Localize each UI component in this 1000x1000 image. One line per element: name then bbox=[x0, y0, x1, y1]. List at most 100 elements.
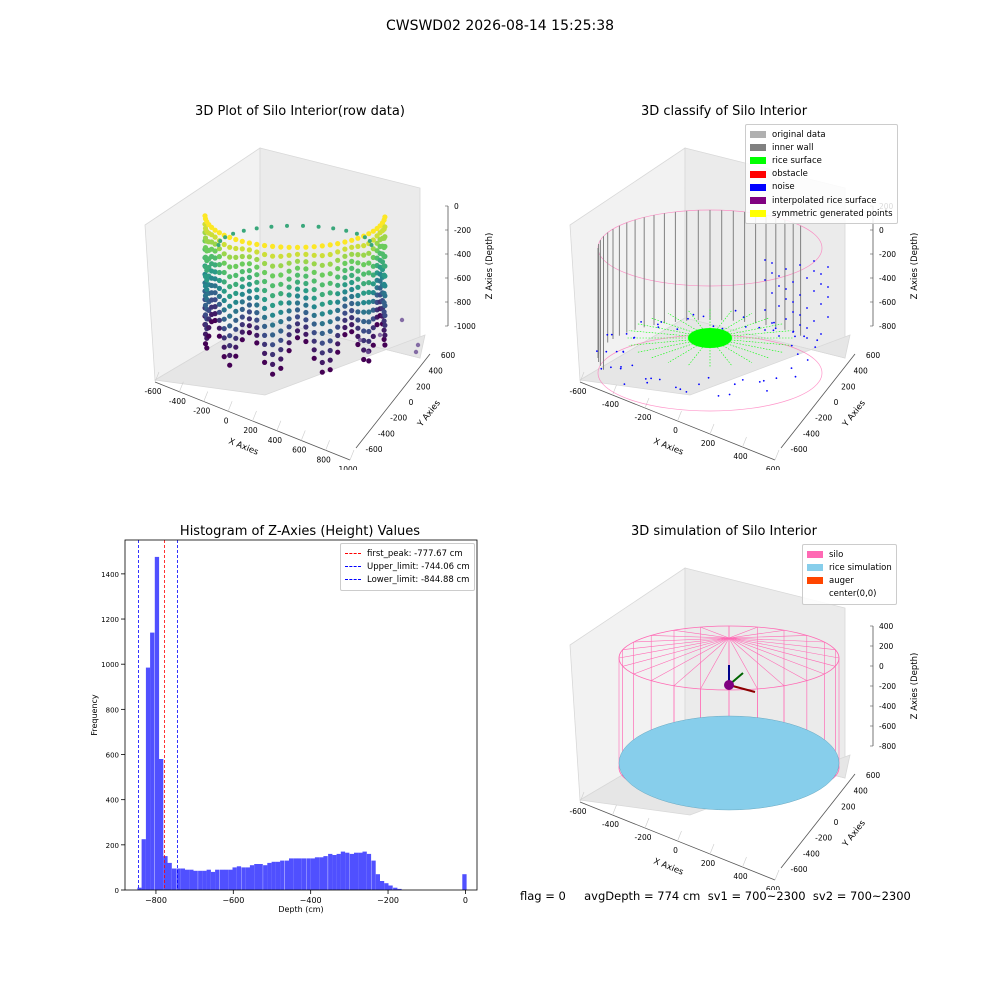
raw-data-point bbox=[227, 313, 233, 319]
raw-data-point bbox=[227, 284, 233, 290]
raw-data-point bbox=[209, 224, 215, 230]
raw-data-point bbox=[349, 244, 355, 250]
raw-data-point bbox=[361, 328, 367, 334]
noise-point bbox=[596, 350, 598, 352]
histogram-bar bbox=[306, 858, 311, 890]
raw-data-point bbox=[246, 288, 252, 294]
legend-entry: symmetric generated points bbox=[750, 207, 893, 220]
silo-roof-line bbox=[651, 637, 730, 681]
raw-data-point bbox=[254, 325, 260, 331]
raw-data-point bbox=[370, 228, 376, 234]
panel2-title: 3D classify of Silo Interior bbox=[640, 104, 808, 119]
raw-data-point bbox=[311, 252, 317, 258]
raw-data-point bbox=[355, 341, 361, 348]
raw-data-point bbox=[303, 280, 309, 287]
raw-data-point bbox=[382, 332, 388, 338]
raw-data-point bbox=[381, 318, 387, 324]
raw-data-point bbox=[262, 323, 268, 329]
noise-point bbox=[803, 335, 805, 338]
raw-data-point bbox=[327, 319, 333, 325]
noise-point bbox=[785, 268, 787, 270]
noise-point bbox=[657, 326, 660, 328]
raw-data-point bbox=[381, 336, 387, 342]
histogram-legend: first_peak: -777.67 cm Upper_limit: -744.… bbox=[340, 543, 475, 591]
x-gridline bbox=[677, 830, 682, 842]
silo-roof-line bbox=[728, 637, 836, 667]
raw-data-point bbox=[311, 338, 317, 344]
raw-data-point bbox=[212, 234, 218, 240]
raw-data-point bbox=[233, 254, 239, 260]
noise-point bbox=[702, 315, 705, 318]
z-tick-label: 400 bbox=[879, 622, 894, 631]
raw-data-point bbox=[216, 317, 222, 323]
raw-data-point bbox=[246, 261, 252, 267]
noise-point bbox=[773, 321, 775, 324]
silo-roof-line bbox=[728, 637, 785, 686]
x-axis-label: X Axies bbox=[652, 437, 685, 458]
raw-data-point bbox=[278, 281, 284, 287]
histogram-bar bbox=[180, 868, 185, 890]
raw-data-point bbox=[319, 321, 325, 327]
x-tick-label: −200 bbox=[377, 896, 399, 905]
noise-point bbox=[687, 317, 689, 320]
raw-data-point bbox=[270, 351, 276, 358]
z-tick-label: 0 bbox=[454, 202, 459, 211]
raw-data-point bbox=[221, 307, 227, 313]
raw-data-point bbox=[319, 262, 325, 268]
raw-data-point bbox=[241, 228, 246, 233]
legend-swatch bbox=[807, 590, 823, 598]
raw-data-point bbox=[342, 332, 348, 338]
raw-data-point bbox=[303, 295, 309, 301]
raw-data-point bbox=[294, 335, 301, 341]
raw-data-point bbox=[311, 321, 317, 327]
noise-point bbox=[806, 359, 809, 361]
z-tick-label: -200 bbox=[454, 226, 471, 235]
raw-data-point bbox=[221, 241, 227, 248]
x-gridline bbox=[579, 371, 585, 383]
raw-data-point bbox=[221, 251, 227, 257]
raw-data-point bbox=[218, 239, 223, 243]
histogram-bar bbox=[241, 867, 246, 890]
raw-data-point bbox=[233, 344, 239, 350]
raw-data-point bbox=[319, 272, 325, 278]
raw-data-point bbox=[319, 350, 325, 356]
raw-data-point bbox=[278, 263, 284, 269]
raw-data-point bbox=[216, 325, 222, 331]
legend-entry: Upper_limit: -744.06 cm bbox=[345, 560, 470, 573]
noise-point bbox=[792, 301, 794, 303]
raw-data-point bbox=[212, 297, 218, 303]
raw-data-point bbox=[294, 265, 301, 271]
raw-outlier-point bbox=[377, 332, 383, 338]
raw-outlier-point bbox=[357, 337, 363, 343]
raw-data-point bbox=[319, 301, 325, 307]
raw-data-point bbox=[246, 323, 252, 329]
raw-data-point bbox=[342, 239, 348, 245]
x-gridline bbox=[774, 869, 780, 881]
raw-data-point bbox=[355, 301, 361, 307]
noise-point bbox=[799, 314, 801, 316]
raw-data-point bbox=[301, 223, 305, 228]
noise-point bbox=[806, 337, 808, 339]
legend-swatch bbox=[750, 131, 766, 139]
noise-point bbox=[766, 390, 768, 392]
legend-entry: auger bbox=[807, 574, 892, 587]
raw-data-point bbox=[335, 332, 341, 339]
noise-point bbox=[712, 325, 715, 328]
raw-data-point bbox=[382, 322, 388, 328]
raw-data-point bbox=[278, 309, 284, 315]
noise-point bbox=[640, 321, 642, 323]
raw-data-point bbox=[246, 295, 252, 301]
raw-data-point bbox=[286, 308, 292, 314]
raw-data-point bbox=[227, 244, 233, 250]
legend-label: Lower_limit: -844.88 cm bbox=[367, 574, 470, 585]
raw-data-point bbox=[278, 291, 284, 297]
legend-label: symmetric generated points bbox=[772, 208, 893, 219]
x-gridline bbox=[612, 804, 617, 816]
raw-data-point bbox=[311, 330, 317, 336]
raw-data-point bbox=[311, 244, 317, 250]
raw-data-point bbox=[286, 260, 292, 266]
raw-data-point bbox=[239, 246, 245, 252]
raw-data-point bbox=[366, 319, 372, 325]
noise-point bbox=[685, 391, 688, 393]
raw-data-point bbox=[367, 239, 372, 243]
